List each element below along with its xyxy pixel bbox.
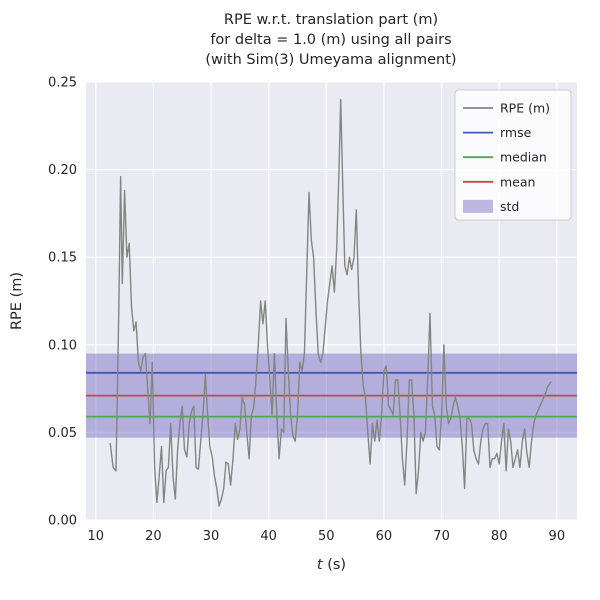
plot-root: 10 20 30 40 50 60 70 80 90 0.00 0.05 0.10 0.15 0.20 0.… bbox=[9, 76, 577, 573]
x-tick-label: 30 bbox=[203, 529, 220, 544]
legend-label: median bbox=[500, 150, 547, 165]
rpe-series-line bbox=[109, 98, 552, 507]
x-tick-label: 20 bbox=[145, 529, 162, 544]
legend-label: std bbox=[500, 199, 519, 214]
legend-label: rmse bbox=[500, 125, 532, 140]
legend-box bbox=[454, 89, 572, 221]
y-tick-label: 0.20 bbox=[48, 163, 77, 178]
chart-title-line-3: (with Sim(3) Umeyama alignment) bbox=[205, 52, 456, 68]
y-tick-label: 0.10 bbox=[48, 338, 77, 353]
x-tick-label: 40 bbox=[260, 529, 277, 544]
x-tick-label: 10 bbox=[88, 529, 105, 544]
chart-title-line-1: RPE w.r.t. translation part (m) bbox=[224, 12, 438, 28]
legend-swatch-std bbox=[463, 199, 493, 213]
y-tick-label: 0.00 bbox=[48, 514, 77, 529]
y-tick-label: 0.05 bbox=[48, 426, 77, 441]
y-axis-label: RPE (m) bbox=[9, 272, 25, 330]
x-tick-label: 90 bbox=[549, 529, 566, 544]
legend-label: RPE (m) bbox=[500, 101, 550, 116]
x-axis-label: t (s) bbox=[317, 557, 346, 573]
x-tick-label: 60 bbox=[376, 529, 393, 544]
x-tick-label: 50 bbox=[318, 529, 335, 544]
y-tick-label: 0.15 bbox=[48, 251, 77, 266]
x-tick-label: 70 bbox=[433, 529, 450, 544]
y-tick-label: 0.25 bbox=[48, 76, 77, 91]
x-tick-label: 80 bbox=[491, 529, 508, 544]
legend-label: mean bbox=[500, 174, 535, 189]
chart-title-line-2: for delta = 1.0 (m) using all pairs bbox=[210, 32, 451, 48]
